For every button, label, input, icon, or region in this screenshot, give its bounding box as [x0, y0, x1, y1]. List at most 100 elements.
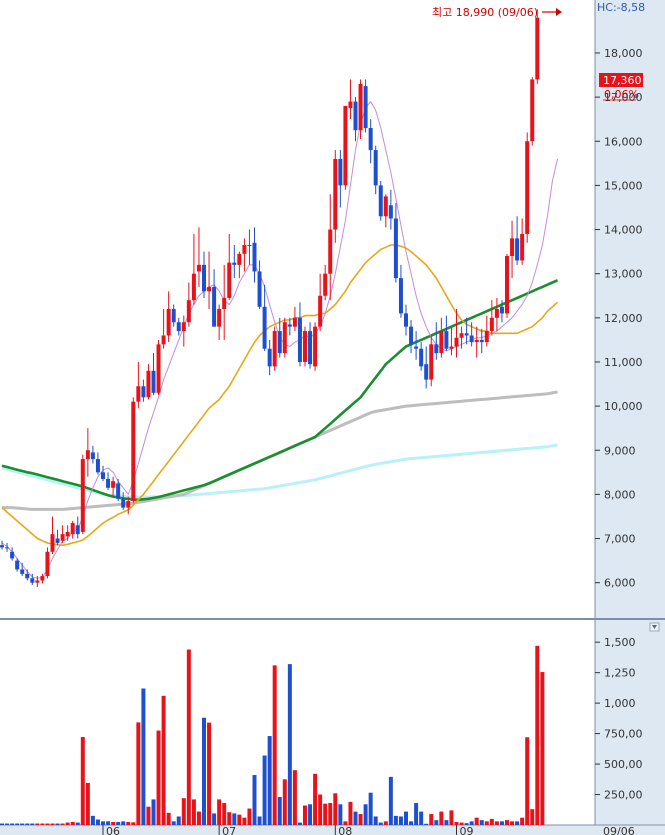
volume-bar[interactable] [308, 804, 313, 825]
candle-body[interactable] [363, 86, 368, 129]
candle-body[interactable] [232, 262, 237, 265]
volume-bar[interactable] [207, 722, 212, 825]
candle-body[interactable] [297, 317, 302, 362]
volume-bar[interactable] [101, 821, 105, 825]
candle-body[interactable] [469, 335, 474, 343]
volume-bar[interactable] [444, 820, 449, 825]
volume-bar[interactable] [242, 817, 247, 825]
volume-bar[interactable] [469, 821, 474, 825]
candle-body[interactable] [383, 196, 388, 217]
volume-bar[interactable] [126, 821, 131, 825]
candle-body[interactable] [166, 309, 171, 336]
candle-body[interactable] [40, 576, 45, 581]
volume-bar[interactable] [348, 801, 353, 825]
volume-bar[interactable] [459, 822, 464, 825]
volume-bar[interactable] [90, 815, 95, 825]
volume-bar[interactable] [10, 823, 15, 825]
volume-bar[interactable] [40, 823, 45, 825]
volume-bar[interactable] [505, 820, 509, 825]
candle-body[interactable] [15, 560, 20, 570]
volume-bar[interactable] [404, 811, 408, 825]
volume-bar[interactable] [383, 821, 388, 825]
volume-bar[interactable] [202, 717, 206, 825]
volume-bar[interactable] [292, 770, 297, 825]
volume-bar[interactable] [55, 823, 60, 825]
candle-body[interactable] [353, 101, 358, 131]
volume-bar[interactable] [166, 812, 171, 825]
candle-body[interactable] [454, 337, 459, 347]
candle-body[interactable] [161, 335, 166, 345]
candle-body[interactable] [404, 313, 408, 327]
volume-bar[interactable] [212, 813, 217, 825]
candle-body[interactable] [282, 322, 287, 354]
candle-body[interactable] [262, 306, 267, 349]
candle-body[interactable] [217, 309, 222, 327]
volume-bar[interactable] [227, 812, 232, 825]
candle-body[interactable] [358, 83, 363, 131]
volume-bar[interactable] [414, 803, 419, 825]
candle-body[interactable] [267, 348, 272, 367]
volume-bar[interactable] [424, 823, 429, 825]
candle-body[interactable] [348, 101, 353, 109]
volume-bar[interactable] [449, 810, 454, 825]
candle-body[interactable] [25, 573, 30, 579]
volume-bar[interactable] [131, 822, 136, 825]
candle-body[interactable] [126, 501, 131, 508]
volume-bar[interactable] [161, 695, 166, 825]
volume-bar[interactable] [303, 805, 307, 826]
volume-bar[interactable] [262, 755, 267, 825]
candle-body[interactable] [272, 331, 277, 367]
volume-plot-area[interactable] [0, 620, 595, 825]
volume-bar[interactable] [540, 672, 545, 825]
candle-body[interactable] [439, 331, 444, 354]
candle-body[interactable] [444, 331, 449, 349]
candle-body[interactable] [196, 264, 201, 272]
volume-bar[interactable] [388, 776, 393, 825]
candle-body[interactable] [121, 498, 126, 508]
volume-bar[interactable] [267, 736, 272, 825]
candle-body[interactable] [186, 300, 191, 323]
candle-body[interactable] [510, 238, 515, 257]
volume-bar[interactable] [353, 811, 358, 825]
candle-body[interactable] [419, 348, 424, 367]
volume-bar[interactable] [277, 796, 282, 825]
volume-bar[interactable] [196, 811, 201, 825]
candle-body[interactable] [474, 339, 479, 343]
volume-bar[interactable] [313, 773, 318, 825]
candle-body[interactable] [479, 339, 484, 343]
candle-body[interactable] [176, 322, 181, 332]
candle-body[interactable] [409, 326, 414, 345]
volume-bar[interactable] [176, 816, 181, 825]
candle-body[interactable] [141, 386, 146, 398]
volume-bar[interactable] [247, 808, 252, 825]
volume-bar[interactable] [45, 823, 50, 825]
candle-body[interactable] [505, 256, 509, 314]
volume-bar[interactable] [35, 823, 40, 825]
volume-bar[interactable] [328, 803, 333, 825]
candle-body[interactable] [10, 551, 15, 559]
volume-bar[interactable] [121, 821, 126, 825]
volume-bar[interactable] [489, 818, 494, 825]
volume-bar[interactable] [116, 821, 121, 825]
candle-body[interactable] [303, 331, 307, 362]
candle-body[interactable] [45, 551, 50, 577]
candle-body[interactable] [414, 346, 419, 349]
volume-bar[interactable] [106, 821, 111, 825]
volume-bar[interactable] [156, 730, 161, 825]
candle-body[interactable] [378, 185, 383, 217]
volume-bar[interactable] [323, 803, 328, 825]
candle-body[interactable] [520, 233, 525, 261]
candle-body[interactable] [459, 333, 464, 338]
volume-bar[interactable] [171, 821, 176, 825]
volume-bar[interactable] [419, 811, 424, 825]
candle-body[interactable] [318, 295, 323, 327]
candle-body[interactable] [136, 386, 141, 402]
volume-bar[interactable] [146, 806, 151, 825]
volume-bar[interactable] [454, 821, 459, 825]
volume-bar[interactable] [65, 822, 70, 825]
volume-bar[interactable] [20, 823, 25, 825]
candle-body[interactable] [55, 538, 60, 543]
volume-bar[interactable] [378, 822, 383, 825]
candle-body[interactable] [434, 344, 439, 354]
candle-body[interactable] [191, 273, 196, 301]
